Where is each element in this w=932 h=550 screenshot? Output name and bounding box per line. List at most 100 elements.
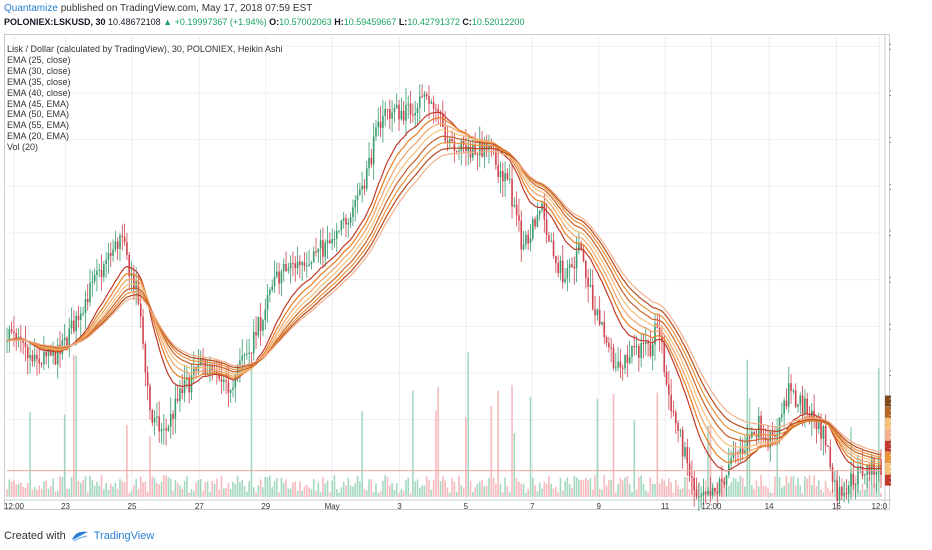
volume-bar [430,489,433,497]
price-label-text: 10.39665968 [889,431,891,440]
candle-body [368,157,370,169]
candle-body [276,271,278,277]
volume-bar [550,483,553,497]
y-tick-label: 12.00000000 [889,322,891,331]
volume-bar [181,488,184,497]
x-tick-label: 12:00 [5,502,25,511]
tradingview-link[interactable]: TradingView [93,530,155,542]
volume-bar [126,424,128,497]
price-label-tag [885,474,891,486]
legend-ema-20[interactable]: EMA (20, EMA) [7,131,70,142]
candle-body [778,417,781,435]
volume-bar [361,411,363,497]
candle-body [801,395,804,414]
chart-panel[interactable]: 15.00000000 14.50000000 14.00000000 13.5000… [4,34,891,511]
volume-bar [628,483,631,497]
volume-bar [121,480,124,497]
candle-body [112,249,114,256]
volume-bar [96,481,98,497]
legend-ema-25[interactable]: EMA (25, close) [7,54,71,65]
volume-bar [870,484,873,497]
volume-bar [732,477,735,497]
volume-bar [165,475,167,497]
volume-bar [483,486,486,497]
candle-body [875,472,878,475]
price-label-tag [885,418,891,430]
candle-body [741,448,744,454]
candle-body [389,109,391,119]
candle-body [472,145,474,158]
price-label-tag [885,463,891,475]
price-chart[interactable]: 15.00000000 14.50000000 14.00000000 13.5000… [5,35,891,511]
x-tick-label: 9 [596,502,601,511]
volume-bar [22,486,24,497]
volume-bar [195,482,197,497]
legend-ema-40[interactable]: EMA (40, close) [7,87,71,98]
volume-bar [677,485,679,497]
legend-ema-35[interactable]: EMA (35, close) [7,76,71,87]
volume-bar [806,478,809,497]
volume-bar [790,476,792,497]
legend-ema-55[interactable]: EMA (55, EMA) [7,120,70,131]
x-tick-label: 29 [261,502,270,511]
candle-body [89,282,91,303]
volume-bar [128,492,131,497]
volume-bar [262,487,264,497]
candle-body [453,141,456,151]
volume-bar [222,488,225,497]
candle-body [702,492,705,496]
volume-bar [114,483,117,497]
volume-bar [529,396,532,497]
candle-body [384,108,387,117]
candle-body [617,361,619,368]
volume-bar [776,418,779,497]
candle-body [190,375,193,393]
tradingview-logo-icon[interactable] [71,530,89,542]
candle-body [361,185,363,190]
volume-bar [751,485,753,497]
volume-bar [368,479,370,497]
volume-bar [86,492,89,497]
candle-body [241,355,244,361]
volume-bar [179,485,181,497]
volume-bar [292,482,294,497]
volume-bar [112,486,114,497]
volume-bar [234,483,237,497]
volume-bar [644,490,647,497]
candle-body [462,140,465,145]
candle-body [100,269,103,277]
price-label-text: 10.42985862 [889,408,891,417]
candle-body [847,485,850,494]
volume-bar [626,476,629,497]
legend-ema-50[interactable]: EMA (50, EMA) [7,109,70,120]
legend-ema-30[interactable]: EMA (30, close) [7,65,71,76]
volume-bar [555,486,557,497]
volume-bar [506,486,509,497]
candle-body [870,458,873,475]
volume-bar [610,479,612,497]
candle-body [296,261,299,269]
x-tick-label: 11 [661,502,670,511]
candle-body [787,383,790,407]
volume-bar [764,485,767,497]
volume-bar [737,481,739,497]
candle-body [700,495,702,497]
volume-bar [439,480,442,497]
volume-bar [372,492,375,497]
candle-body [691,475,693,478]
volume-bar [61,476,64,497]
volume-bar [515,478,518,497]
volume-bar [20,482,22,497]
volume-bar [727,485,730,497]
volume-bar [384,475,387,497]
author-link[interactable]: Quantamize [4,3,58,14]
candle-body [804,398,806,414]
candle-body [119,235,121,249]
legend-volume[interactable]: Vol (20) [7,142,39,153]
volume-bar [158,484,161,497]
volume-bar [831,489,834,497]
volume-bar [363,488,366,497]
legend-ema-45[interactable]: EMA (45, EMA) [7,98,70,109]
volume-bar [566,477,569,497]
volume-bar [68,488,71,497]
